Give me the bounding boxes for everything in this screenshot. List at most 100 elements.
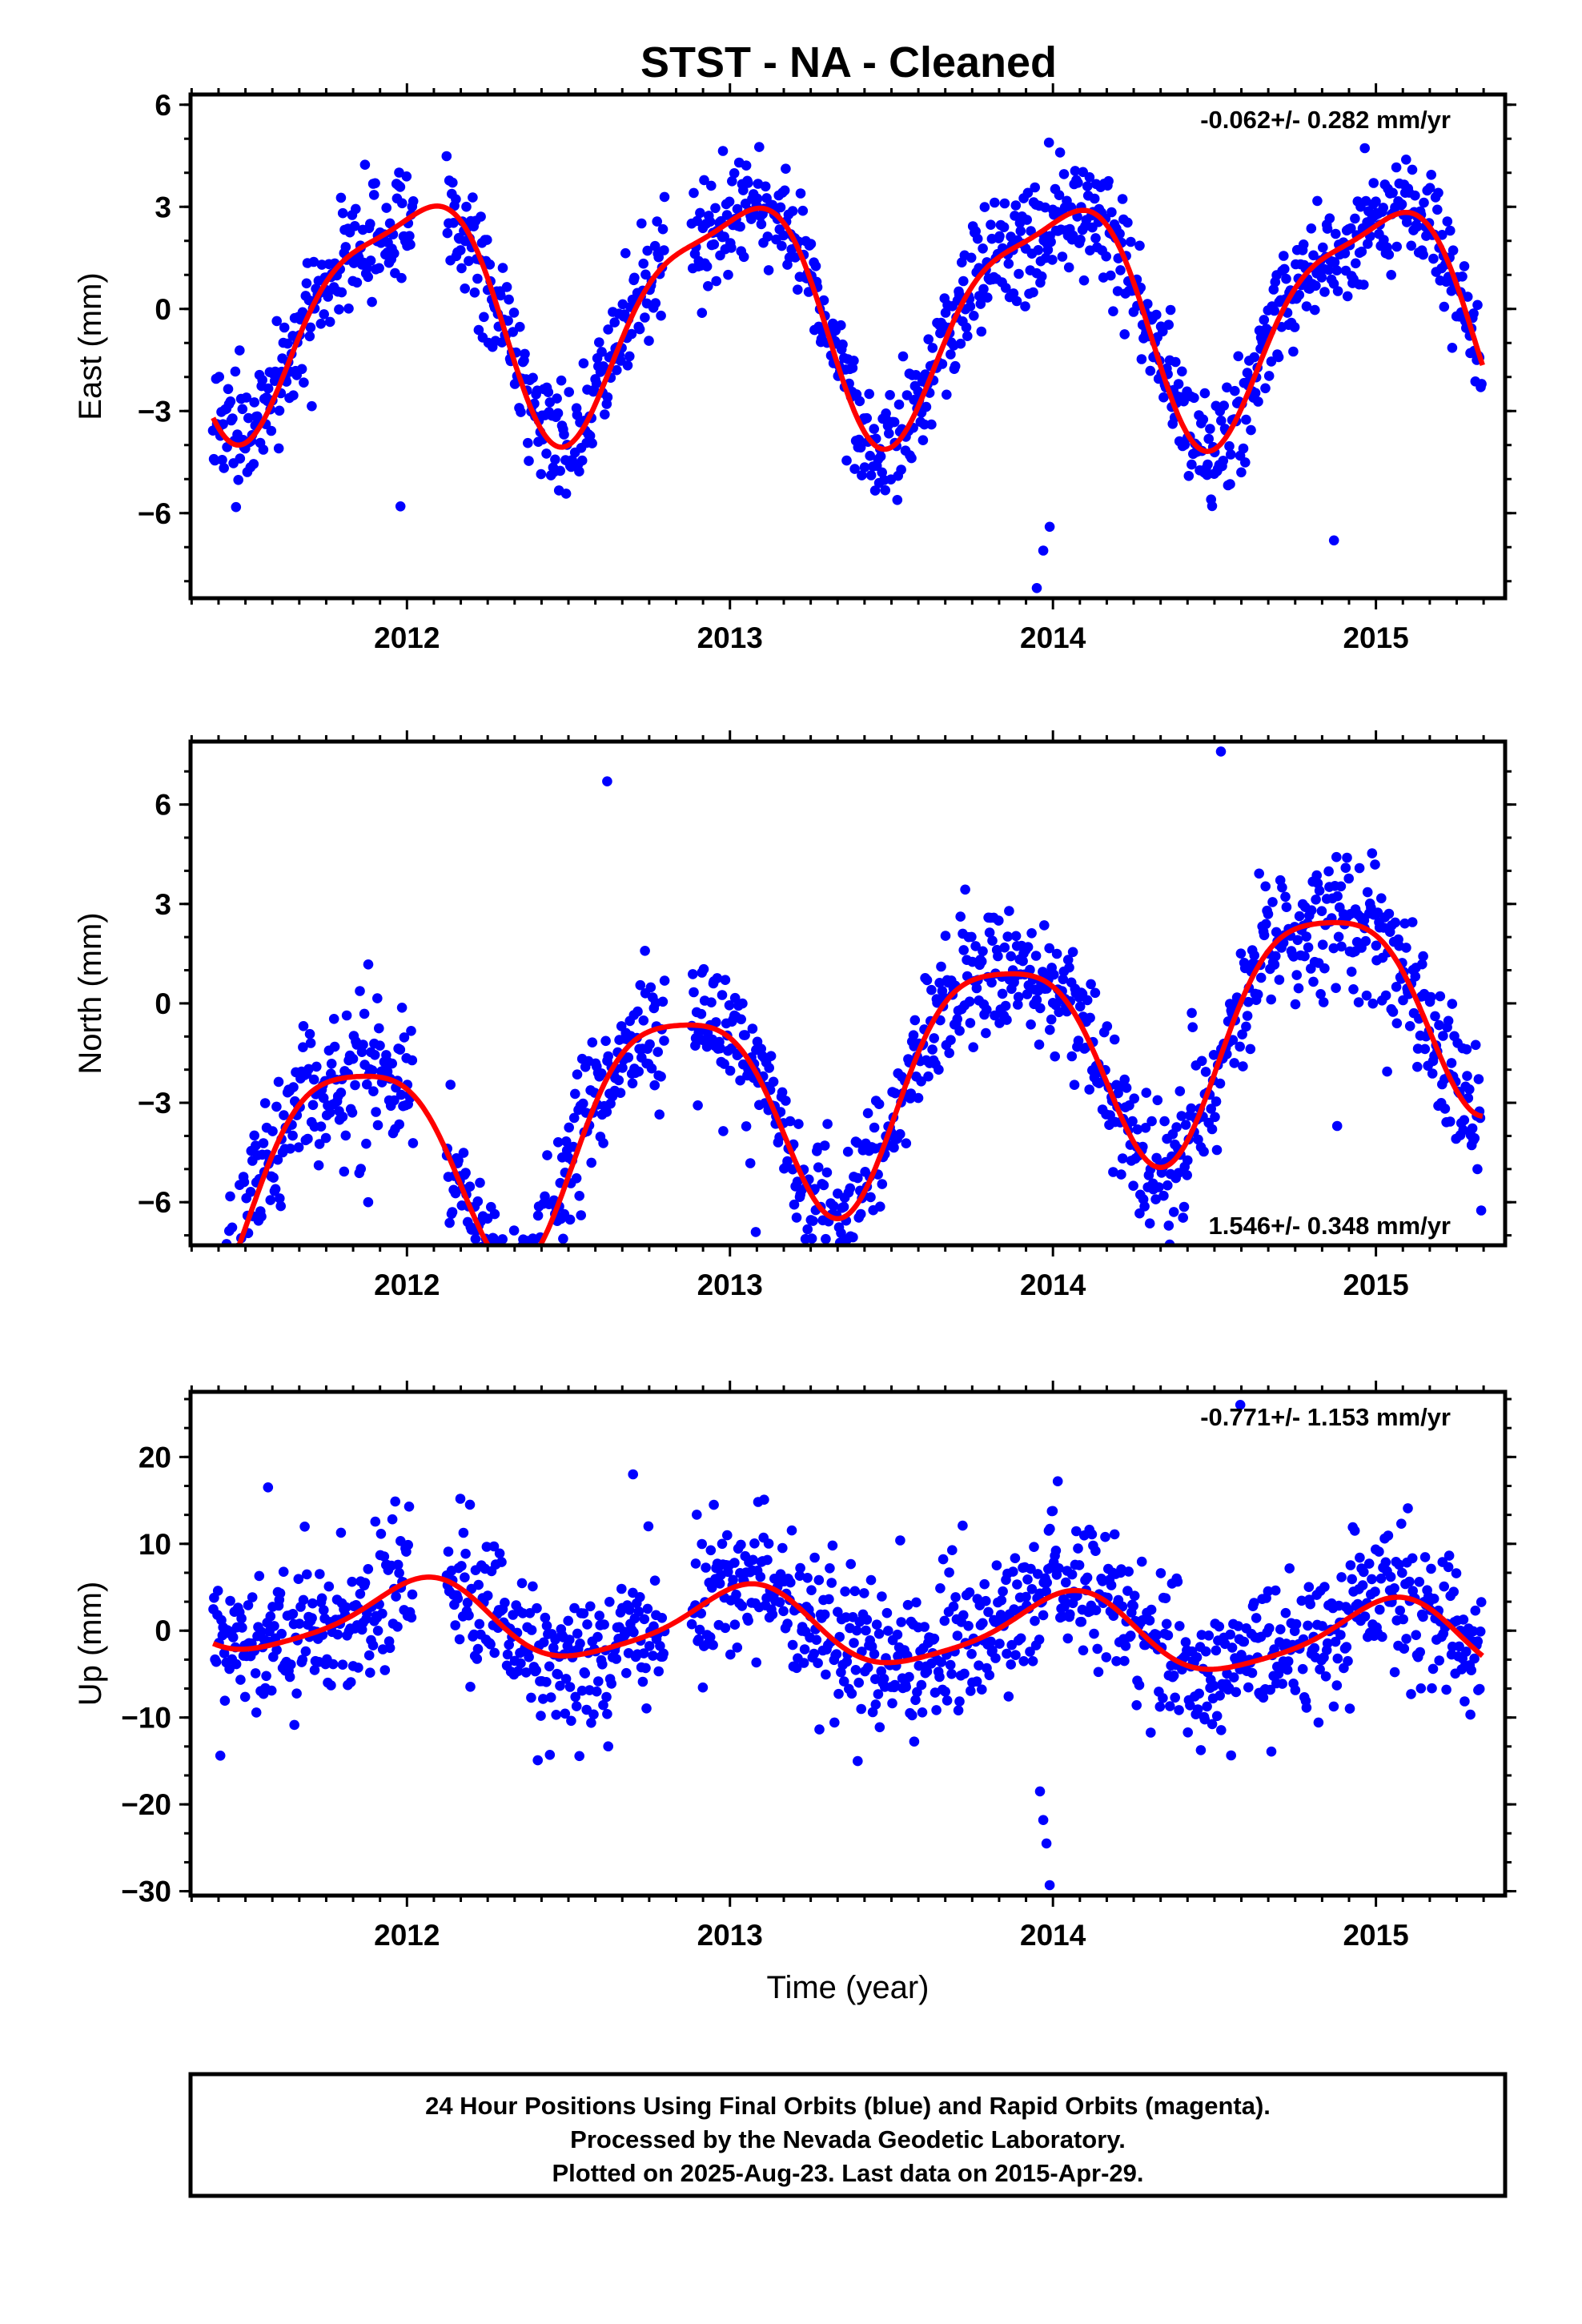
data-point xyxy=(1014,268,1024,279)
data-point xyxy=(359,159,371,170)
data-point xyxy=(711,275,721,287)
data-point xyxy=(1297,1663,1308,1675)
data-point xyxy=(1002,1648,1012,1659)
data-point xyxy=(1317,1621,1327,1631)
data-point xyxy=(1445,1116,1456,1127)
data-point xyxy=(818,295,829,306)
data-point xyxy=(1267,897,1278,907)
data-point xyxy=(236,1613,247,1624)
data-point xyxy=(259,1098,271,1108)
data-point xyxy=(982,292,993,303)
data-point xyxy=(369,1050,380,1060)
data-point xyxy=(1200,1646,1211,1657)
data-point xyxy=(1013,999,1023,1010)
data-point xyxy=(940,931,951,941)
data-point xyxy=(1439,301,1450,312)
data-point xyxy=(966,252,977,263)
data-point xyxy=(821,1167,833,1178)
data-point xyxy=(971,1676,982,1687)
data-point xyxy=(1274,975,1285,985)
data-point xyxy=(892,1629,903,1640)
data-point xyxy=(1391,982,1402,992)
data-point xyxy=(1008,288,1019,299)
data-point xyxy=(1195,1745,1207,1755)
data-point xyxy=(315,319,327,329)
data-point xyxy=(1271,927,1282,938)
caption-line-3: Plotted on 2025-Aug-23. Last data on 201… xyxy=(552,2159,1143,2187)
data-point xyxy=(787,1639,798,1651)
data-point xyxy=(1249,1598,1259,1608)
data-point xyxy=(1136,1556,1147,1567)
data-point xyxy=(1042,1577,1052,1588)
data-point xyxy=(1367,1574,1377,1585)
data-point xyxy=(552,393,562,404)
data-point xyxy=(229,1281,239,1292)
data-point xyxy=(470,1233,481,1244)
data-point xyxy=(320,1132,331,1144)
data-point xyxy=(774,1597,785,1607)
data-point xyxy=(1039,920,1050,931)
data-point xyxy=(1061,1577,1071,1588)
data-point xyxy=(869,485,881,496)
data-point xyxy=(1093,1667,1104,1678)
outlier-point xyxy=(1215,746,1227,757)
data-point xyxy=(1401,155,1411,165)
data-point xyxy=(856,1703,866,1715)
data-point xyxy=(324,1108,335,1118)
data-point xyxy=(615,1088,626,1098)
data-point xyxy=(1100,1531,1110,1542)
data-point xyxy=(219,463,230,473)
data-point xyxy=(1052,1476,1063,1486)
data-point xyxy=(592,1686,602,1697)
data-point xyxy=(341,1010,352,1021)
data-point xyxy=(1158,326,1168,337)
data-point xyxy=(940,1687,950,1697)
data-point xyxy=(720,1622,731,1634)
data-point xyxy=(1163,320,1174,330)
data-point xyxy=(563,1615,573,1626)
data-point xyxy=(1239,1636,1250,1647)
data-point xyxy=(347,1108,358,1118)
data-point xyxy=(268,1172,279,1183)
data-point xyxy=(345,1677,356,1687)
data-point xyxy=(640,1663,651,1674)
data-point xyxy=(371,1107,381,1117)
data-point xyxy=(1151,1152,1162,1164)
data-point xyxy=(319,1605,329,1615)
data-point xyxy=(1173,379,1184,389)
data-point xyxy=(1470,1605,1481,1616)
data-point xyxy=(1263,909,1274,919)
data-point xyxy=(326,1680,336,1691)
x-tick-label: 2015 xyxy=(1343,1919,1408,1952)
data-point xyxy=(1242,1011,1253,1021)
data-point xyxy=(1207,501,1218,512)
data-point xyxy=(1441,1684,1452,1695)
data-point xyxy=(1390,917,1400,928)
data-point xyxy=(923,1071,934,1082)
data-point xyxy=(541,1248,552,1258)
data-point xyxy=(1314,885,1325,896)
data-point xyxy=(551,1710,561,1720)
data-point xyxy=(363,1564,374,1574)
data-point xyxy=(926,984,937,995)
data-point xyxy=(1010,931,1022,942)
data-point xyxy=(1415,1683,1427,1694)
data-point xyxy=(571,1701,582,1711)
data-point xyxy=(693,1100,703,1111)
data-point xyxy=(910,1695,921,1706)
data-point xyxy=(837,339,848,350)
data-point xyxy=(1394,1559,1404,1570)
data-point xyxy=(1225,1629,1235,1640)
data-point xyxy=(1360,935,1371,947)
data-point xyxy=(231,1659,242,1670)
data-point xyxy=(656,310,666,321)
data-point xyxy=(640,946,650,956)
data-point xyxy=(604,1597,615,1607)
data-point xyxy=(895,1128,905,1140)
data-point xyxy=(555,1680,565,1691)
data-point xyxy=(1196,1055,1207,1067)
data-point xyxy=(656,1072,666,1082)
data-point xyxy=(849,464,860,474)
plot-area xyxy=(221,746,1487,1292)
